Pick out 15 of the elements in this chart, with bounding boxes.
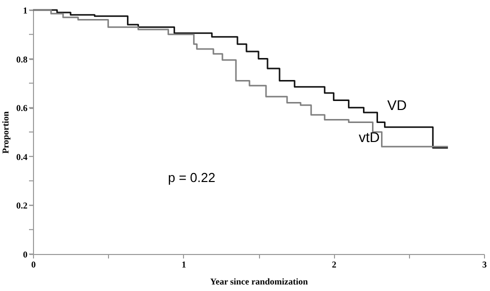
x-tick-label: 0 (31, 260, 36, 270)
y-tick-label: 0.6 (16, 103, 28, 114)
x-tick-label: 3 (482, 260, 488, 270)
y-tick-label: 0 (23, 250, 28, 260)
y-tick-label: 0.4 (16, 152, 28, 162)
y-axis-title: Proportion (0, 111, 10, 154)
x-tick-label: 2 (332, 260, 337, 270)
series-label: vtD (358, 129, 380, 146)
y-tick-label: 1 (23, 6, 28, 16)
series-label: VD (387, 97, 407, 114)
y-tick-label: 0.2 (16, 200, 28, 211)
x-tick-label: 1 (182, 260, 187, 270)
annotation: p = 0.22 (168, 170, 216, 185)
x-axis-title: Year since randomization (210, 276, 308, 286)
y-tick-label: 0.8 (16, 54, 28, 64)
